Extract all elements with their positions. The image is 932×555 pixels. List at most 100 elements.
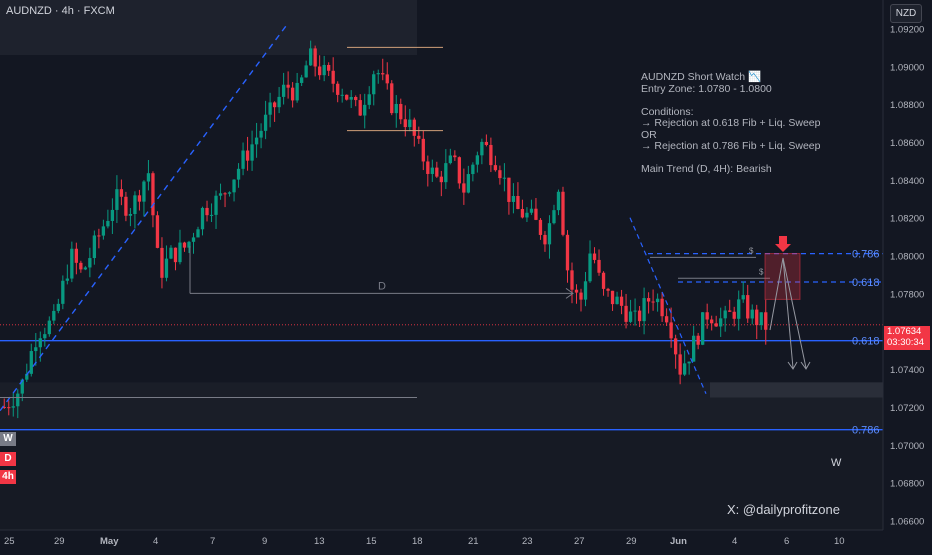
- trade-note: AUDNZD Short Watch 📉 Entry Zone: 1.0780 -…: [641, 71, 821, 176]
- x-tick-label: 25: [4, 536, 15, 547]
- candle-body: [664, 316, 669, 323]
- dollar-label: $: [759, 267, 764, 276]
- candle-body: [529, 208, 534, 213]
- y-tick-label: 1.07800: [890, 289, 924, 300]
- candle-body: [561, 191, 565, 235]
- candle-body: [259, 130, 263, 138]
- candle-body: [597, 259, 601, 273]
- candle-body: [692, 335, 696, 362]
- candle-body: [732, 311, 736, 319]
- x-tick-label: 29: [54, 536, 65, 547]
- trend-line: [0, 24, 288, 412]
- countdown-timer: 03:30:34: [887, 337, 924, 348]
- candle-body: [363, 104, 367, 116]
- lower-zone: [0, 429, 883, 530]
- candle-body: [56, 303, 60, 311]
- candle-body: [295, 82, 299, 101]
- candle-body: [354, 96, 358, 101]
- candle-body: [236, 168, 241, 180]
- candle-body: [615, 296, 619, 305]
- candle-body: [52, 310, 56, 321]
- y-tick-label: 1.08800: [890, 100, 924, 111]
- candle-body: [457, 157, 461, 184]
- candle-body: [538, 219, 543, 235]
- candle-body: [579, 292, 583, 300]
- candle-body: [178, 242, 182, 263]
- currency-button[interactable]: NZD: [890, 4, 922, 23]
- candle-body: [142, 181, 146, 202]
- candle-body: [101, 226, 106, 236]
- candle-body: [484, 141, 489, 145]
- candle-body: [232, 179, 236, 193]
- candle-body: [70, 248, 74, 279]
- note-line: [641, 95, 820, 107]
- candle-body: [705, 312, 709, 320]
- candle-body: [128, 213, 133, 216]
- candle-body: [187, 241, 191, 248]
- candle-body: [241, 150, 245, 169]
- candle-body: [651, 301, 655, 303]
- candle-body: [299, 77, 304, 83]
- candle-body: [574, 289, 579, 293]
- candle-body: [655, 298, 660, 303]
- symbol-header: AUDNZD · 4h · FXCM: [6, 5, 115, 17]
- candle-body: [412, 119, 416, 136]
- candle-body: [669, 322, 673, 339]
- x-tick-label: 9: [262, 536, 267, 547]
- y-tick-label: 1.09000: [890, 62, 924, 73]
- candle-body: [29, 351, 33, 374]
- candle-body: [403, 119, 407, 128]
- candle-body: [588, 253, 592, 282]
- candle-body: [38, 338, 42, 348]
- candle-body: [11, 406, 15, 408]
- x-tick-label: Jun: [670, 536, 687, 547]
- candle-body: [318, 66, 322, 76]
- candle-body: [719, 318, 723, 327]
- candle-body: [155, 215, 160, 248]
- candle-body: [534, 208, 538, 220]
- candle-body: [525, 212, 529, 218]
- demand-box: [710, 382, 883, 398]
- candle-body: [750, 309, 754, 319]
- candle-body: [160, 247, 164, 278]
- y-tick-label: 1.08600: [890, 138, 924, 149]
- candle-body: [309, 48, 313, 66]
- trend-line-down: [629, 217, 707, 394]
- candle-body: [710, 319, 714, 324]
- y-tick-label: 1.09200: [890, 24, 924, 35]
- candle-body: [570, 270, 574, 290]
- candle-body: [543, 234, 547, 245]
- candle-body: [381, 73, 385, 75]
- candle-body: [358, 100, 362, 116]
- projection-path: [782, 257, 794, 369]
- candle-body: [281, 84, 286, 97]
- candle-body: [696, 335, 700, 345]
- projection-head: [800, 361, 811, 370]
- candle-body: [106, 220, 110, 227]
- candle-body: [227, 192, 232, 194]
- candle-body: [2, 406, 6, 408]
- candle-body: [83, 267, 88, 270]
- red-down-arrow: [775, 236, 791, 252]
- candle-body: [331, 70, 335, 84]
- price-axis-bg: [883, 0, 932, 550]
- candle-body: [687, 361, 691, 364]
- candle-body: [421, 138, 425, 162]
- note-line: Conditions:: [641, 105, 694, 118]
- candle-body: [746, 295, 750, 319]
- candle-body: [277, 96, 281, 108]
- candle-body: [489, 144, 493, 166]
- candle-body: [498, 170, 502, 179]
- candle-body: [47, 320, 51, 335]
- candle-body: [200, 207, 205, 230]
- candle-body: [372, 74, 376, 95]
- candle-body: [493, 165, 498, 171]
- candle-body: [453, 155, 457, 158]
- candle-body: [65, 278, 69, 281]
- candle-body: [417, 135, 421, 139]
- note-line: → Rejection at 0.618 Fib + Liq. Sweep: [641, 117, 821, 129]
- candle-body: [182, 242, 187, 248]
- candle-body: [601, 272, 606, 289]
